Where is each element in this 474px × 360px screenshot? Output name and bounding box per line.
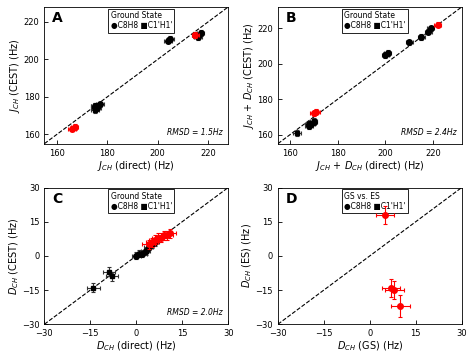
Text: Ground State
●C8H8 ■C1'H1': Ground State ●C8H8 ■C1'H1' [110,11,172,31]
Text: A: A [52,11,63,25]
Text: Ground State
●C8H8 ■C1'H1': Ground State ●C8H8 ■C1'H1' [344,11,406,31]
Y-axis label: $D_{CH}$ (CEST) (Hz): $D_{CH}$ (CEST) (Hz) [7,217,20,295]
Y-axis label: $D_{CH}$ (ES) (Hz): $D_{CH}$ (ES) (Hz) [240,223,254,288]
Y-axis label: $J_{CH}$ + $D_{CH}$ (CEST) (Hz): $J_{CH}$ + $D_{CH}$ (CEST) (Hz) [242,22,256,129]
X-axis label: $D_{CH}$ (direct) (Hz): $D_{CH}$ (direct) (Hz) [96,339,177,353]
Text: B: B [285,11,296,25]
X-axis label: $D_{CH}$ (GS) (Hz): $D_{CH}$ (GS) (Hz) [337,339,403,353]
Y-axis label: $J_{CH}$ (CEST) (Hz): $J_{CH}$ (CEST) (Hz) [8,38,22,113]
Text: RMSD = 2.4Hz: RMSD = 2.4Hz [401,128,456,137]
X-axis label: $J_{CH}$ + $D_{CH}$ (direct) (Hz): $J_{CH}$ + $D_{CH}$ (direct) (Hz) [315,159,425,173]
Text: RMSD = 1.5Hz: RMSD = 1.5Hz [167,128,223,137]
Text: C: C [52,192,62,206]
Text: D: D [285,192,297,206]
Text: RMSD = 2.0Hz: RMSD = 2.0Hz [167,309,223,318]
X-axis label: $J_{CH}$ (direct) (Hz): $J_{CH}$ (direct) (Hz) [98,159,175,173]
Text: GS vs. ES
●C8H8 ■C1'H1': GS vs. ES ●C8H8 ■C1'H1' [344,192,406,211]
Text: Ground State
●C8H8 ■C1'H1': Ground State ●C8H8 ■C1'H1' [110,192,172,211]
